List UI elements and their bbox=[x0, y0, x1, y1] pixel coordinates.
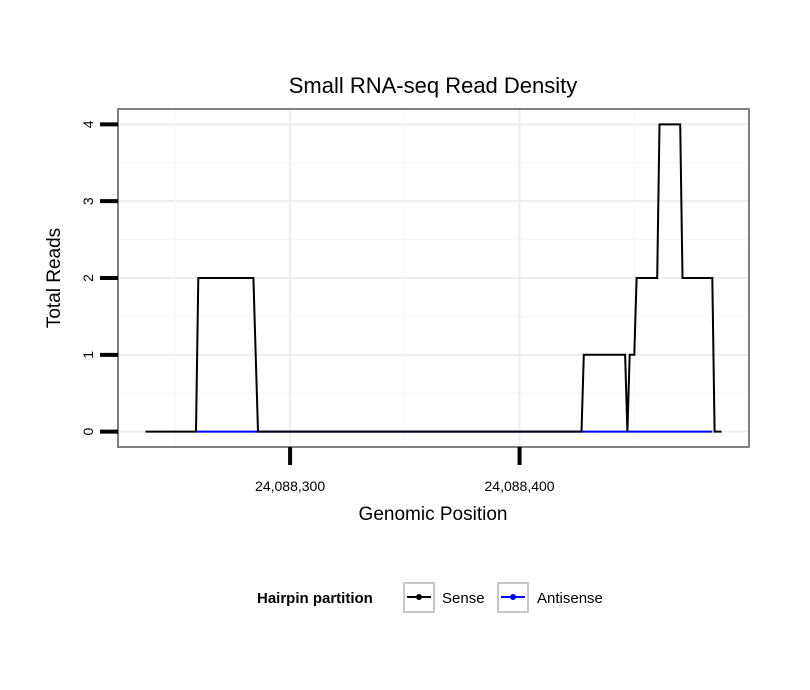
y-axis: 0 1 2 3 4 bbox=[80, 120, 118, 436]
y-tick-label: 4 bbox=[80, 120, 96, 128]
y-tick-label: 1 bbox=[80, 351, 96, 359]
y-tick-label: 0 bbox=[80, 428, 96, 436]
chart-title: Small RNA-seq Read Density bbox=[289, 73, 578, 98]
series-layer bbox=[145, 123, 722, 433]
y-tick-label: 3 bbox=[80, 197, 96, 205]
legend-title: Hairpin partition bbox=[257, 590, 373, 607]
grid bbox=[118, 109, 750, 447]
legend-label-sense: Sense bbox=[442, 590, 485, 607]
legend-dot-antisense bbox=[510, 594, 516, 600]
legend-label-antisense: Antisense bbox=[537, 590, 603, 607]
x-axis-title: Genomic Position bbox=[359, 504, 508, 525]
legend-item-antisense[interactable]: Antisense bbox=[497, 582, 603, 613]
legend-item-sense[interactable]: Sense bbox=[403, 582, 485, 613]
y-tick-label: 2 bbox=[80, 274, 96, 282]
y-axis-title: Total Reads bbox=[44, 228, 65, 328]
x-tick-label: 24,088,300 bbox=[255, 478, 325, 494]
series-line-sense bbox=[145, 123, 722, 433]
x-axis: 24,088,300 24,088,400 bbox=[255, 447, 555, 494]
x-tick-label: 24,088,400 bbox=[485, 478, 555, 494]
legend: Hairpin partition Sense Antisense bbox=[257, 582, 603, 613]
legend-dot-sense bbox=[416, 594, 422, 600]
